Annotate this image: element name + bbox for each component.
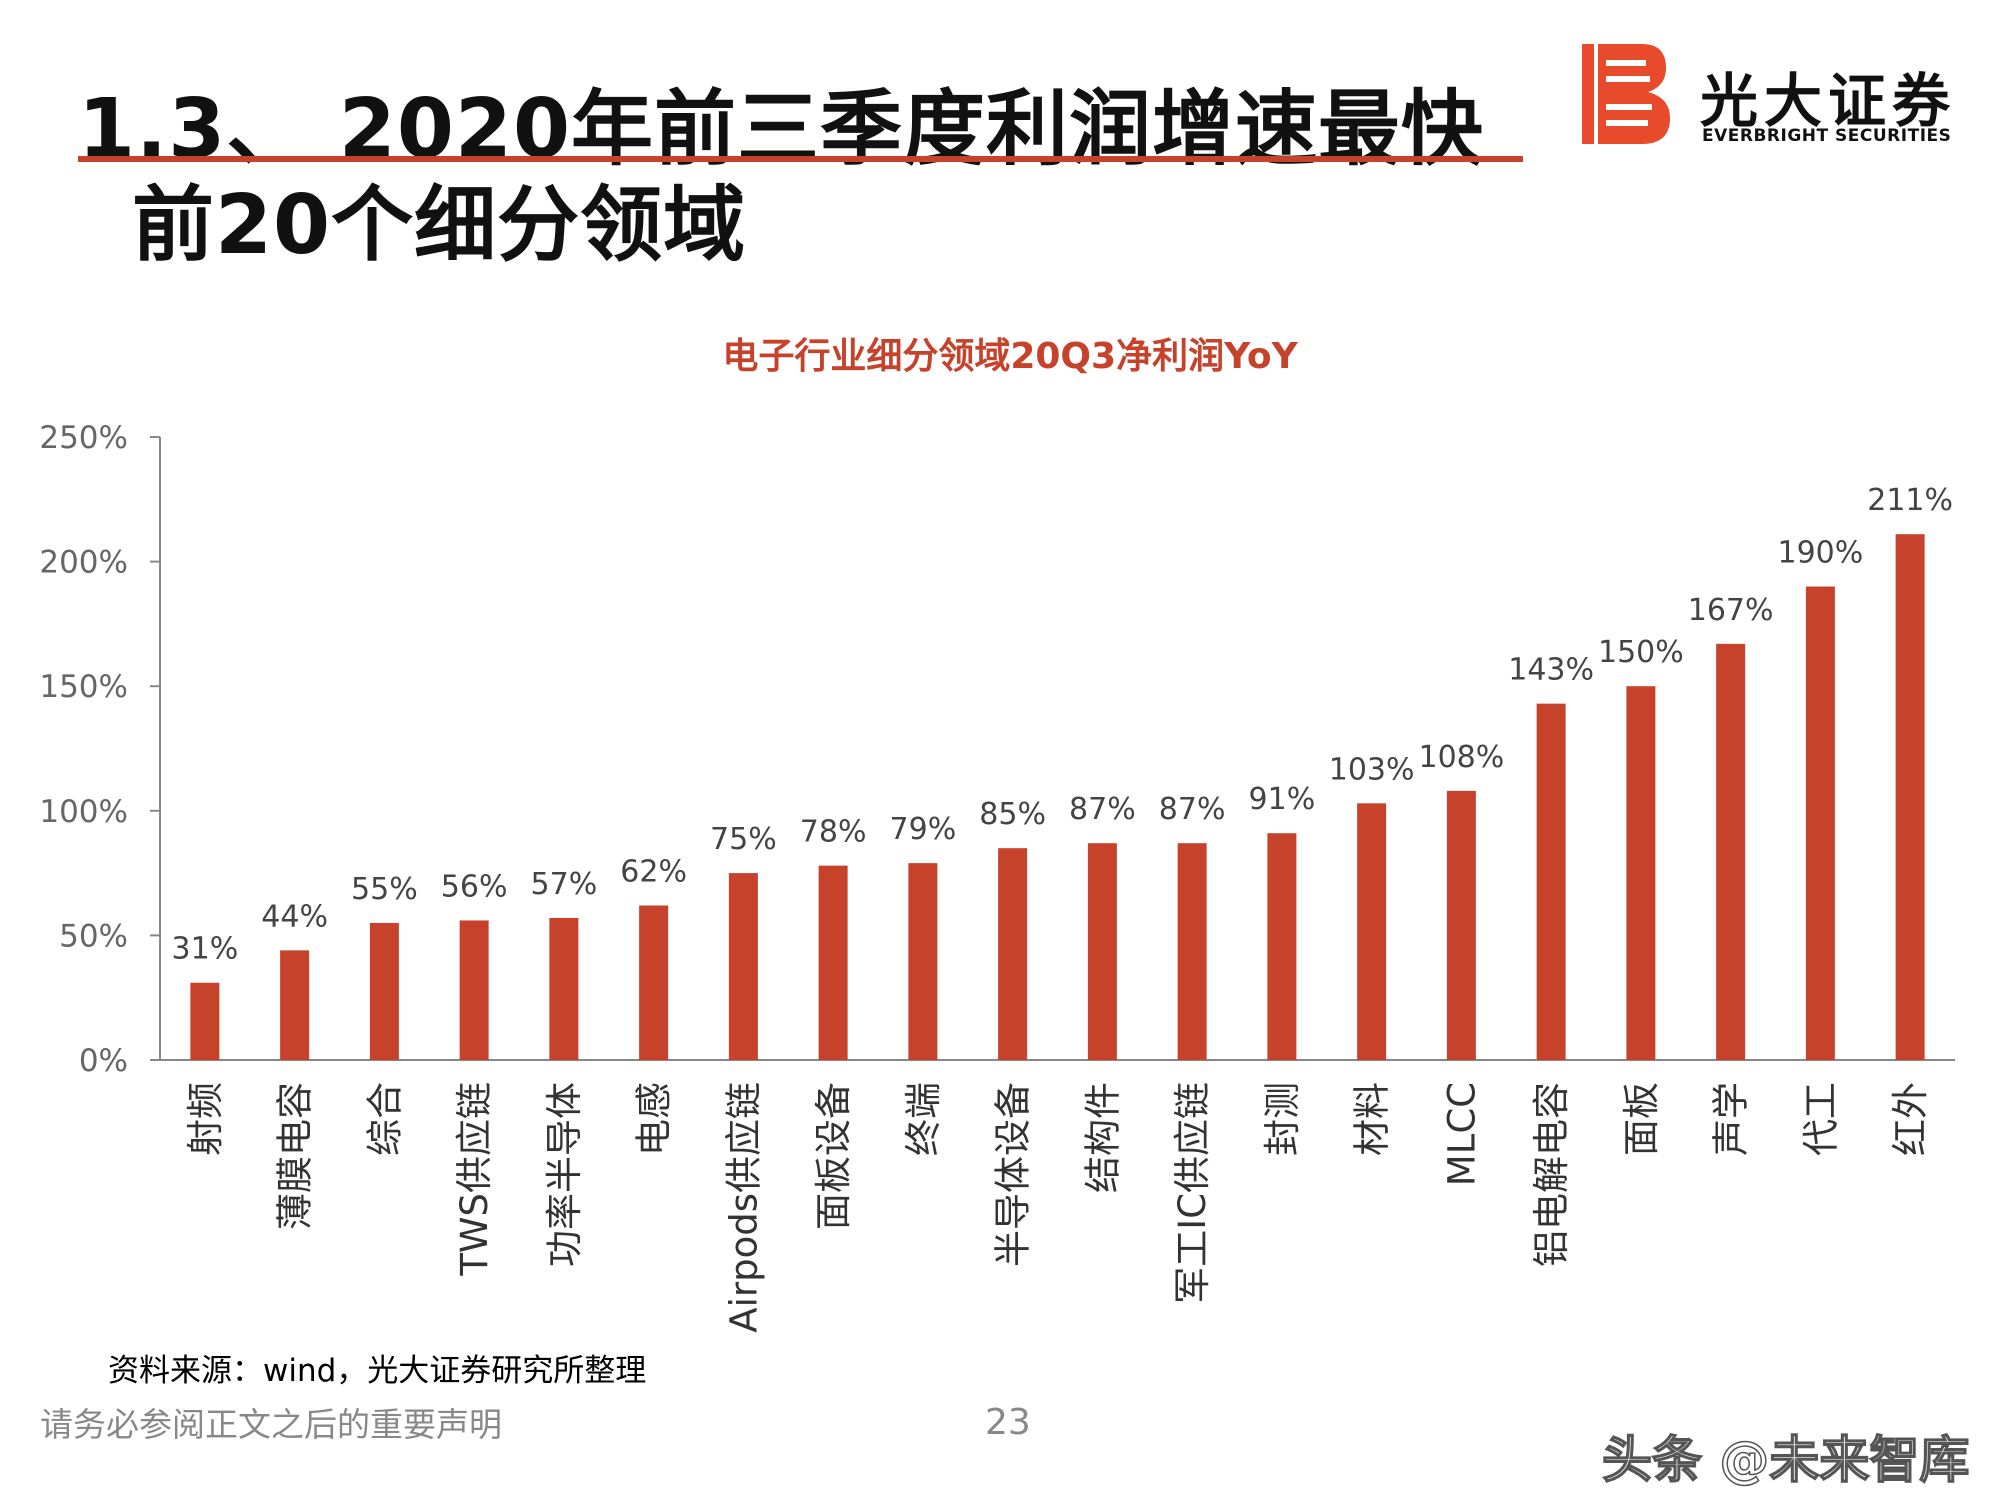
- data-label: 78%: [800, 815, 867, 850]
- bar: [549, 917, 579, 1060]
- bar: [818, 865, 848, 1060]
- bar: [998, 848, 1028, 1060]
- bar: [728, 873, 758, 1060]
- category-label: TWS供应链: [453, 1082, 496, 1277]
- category-label: 铝电解电容: [1530, 1082, 1573, 1267]
- category-label: 材料: [1351, 1082, 1394, 1156]
- data-label: 211%: [1867, 483, 1953, 518]
- bar: [908, 863, 938, 1060]
- bar: [1446, 790, 1476, 1060]
- bar: [639, 905, 669, 1060]
- category-label: MLCC: [1440, 1082, 1483, 1186]
- category-label: 综合: [363, 1082, 406, 1156]
- data-label: 44%: [261, 899, 328, 934]
- y-tick-label: 250%: [39, 420, 128, 456]
- category-label: 终端: [902, 1082, 945, 1156]
- everbright-logo-icon: [1582, 44, 1670, 144]
- data-label: 87%: [1069, 792, 1136, 827]
- title-underline: [78, 156, 1523, 162]
- y-tick-label: 150%: [39, 669, 128, 705]
- logo-mark: [1582, 44, 1670, 144]
- data-label: 57%: [531, 867, 598, 902]
- bar: [1895, 534, 1925, 1060]
- source-note: 资料来源：wind，光大证券研究所整理: [108, 1353, 647, 1389]
- bar: [1626, 686, 1656, 1060]
- data-label: 55%: [351, 872, 418, 907]
- data-label: 75%: [710, 822, 777, 857]
- data-label: 87%: [1159, 792, 1226, 827]
- category-label: Airpods供应链: [722, 1082, 765, 1333]
- y-tick-label: 0%: [79, 1043, 128, 1079]
- data-label: 190%: [1777, 536, 1863, 571]
- bars-group: [190, 534, 1925, 1060]
- bar: [1267, 833, 1297, 1060]
- chart-title: 电子行业细分领域20Q3净利润YoY: [722, 336, 1298, 377]
- data-label: 167%: [1688, 593, 1774, 628]
- data-label: 143%: [1508, 653, 1594, 688]
- watermark: 头条 @未来智库: [1601, 1430, 1970, 1490]
- data-labels-group: 31% 44% 55% 56% 57% 62% 75% 78% 79% 85% 87% 87% 91% 1…: [172, 483, 1953, 967]
- category-label: 军工IC供应链: [1171, 1082, 1214, 1304]
- bar: [190, 982, 220, 1060]
- bar: [1716, 643, 1746, 1060]
- bar: [1805, 586, 1835, 1060]
- category-label: 封测: [1261, 1082, 1304, 1156]
- category-label: 半导体设备: [992, 1082, 1035, 1267]
- y-tick-label: 100%: [39, 794, 128, 830]
- data-label: 150%: [1598, 635, 1684, 670]
- category-label: 红外: [1889, 1082, 1932, 1156]
- bar: [1177, 843, 1207, 1060]
- logo-name-cn: 光大证券: [1700, 67, 1957, 135]
- data-label: 108%: [1418, 740, 1504, 775]
- bar: [280, 950, 310, 1060]
- category-label: 声学: [1710, 1082, 1753, 1156]
- category-label: 面板: [1620, 1082, 1663, 1156]
- category-label: 面板设备: [812, 1082, 855, 1230]
- data-label: 85%: [979, 797, 1046, 832]
- slide-subtitle: 前20个细分领域: [132, 178, 747, 273]
- category-label: 功率半导体: [543, 1082, 586, 1267]
- bar-chart: 电子行业细分领域20Q3净利润YoY 0% 50% 100% 150% 200% 250%…: [39, 336, 1955, 1333]
- bar: [369, 922, 399, 1060]
- x-tick-labels-group: 射频 薄膜电容 综合 TWS供应链 功率半导体 电感 Airpods供应链 面板设备 终端 半导体…: [184, 1082, 1932, 1333]
- data-label: 31%: [172, 932, 239, 967]
- category-label: 电感: [633, 1082, 676, 1156]
- y-axis: 0% 50% 100% 150% 200% 250%: [39, 420, 1955, 1079]
- category-label: 射频: [184, 1082, 227, 1156]
- logo-name-en: EVERBRIGHT SECURITIES: [1702, 126, 1952, 146]
- bar: [1357, 803, 1387, 1060]
- category-label: 结构件: [1081, 1082, 1124, 1193]
- bar: [1087, 843, 1117, 1060]
- data-label: 103%: [1329, 752, 1415, 787]
- y-tick-label: 200%: [39, 545, 128, 581]
- category-label: 薄膜电容: [274, 1082, 317, 1230]
- category-label: 代工: [1799, 1082, 1842, 1156]
- y-tick-label: 50%: [59, 918, 128, 954]
- data-label: 62%: [620, 854, 687, 889]
- page-number: 23: [985, 1402, 1031, 1443]
- data-label: 56%: [441, 869, 508, 904]
- data-label: 79%: [890, 812, 957, 847]
- bar: [459, 920, 489, 1060]
- bar: [1536, 703, 1566, 1060]
- data-label: 91%: [1249, 782, 1316, 817]
- disclaimer: 请务必参阅正文之后的重要声明: [40, 1405, 502, 1444]
